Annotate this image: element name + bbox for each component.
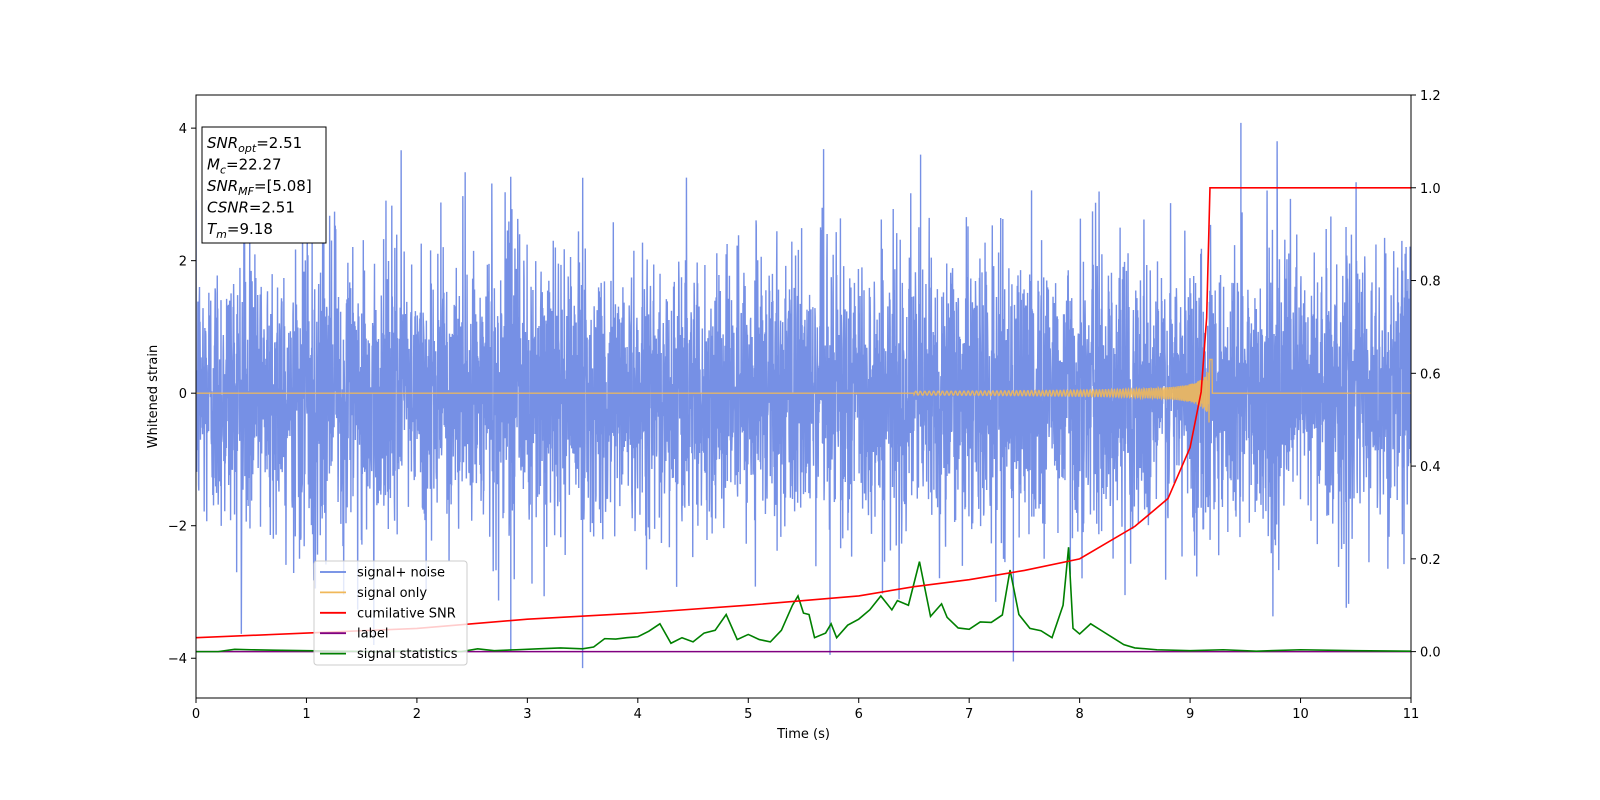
series-layer — [196, 122, 1411, 669]
y-tick-label: −2 — [168, 520, 187, 535]
x-axis-label: Time (s) — [776, 727, 830, 742]
x-tick-label: 3 — [523, 707, 531, 722]
legend: signal+ noise signal only cumilative SNR la… — [313, 560, 468, 666]
y2-tick-label: 0.0 — [1420, 646, 1441, 661]
info-line: CSNR=2.51 — [207, 199, 295, 217]
x-tick-label: 4 — [634, 707, 642, 722]
info-box-frame — [201, 126, 327, 244]
x-tick-label: 9 — [1186, 707, 1194, 722]
y-tick-label: 2 — [179, 255, 187, 270]
signal-noise-line — [196, 122, 1411, 669]
info-line: Tm=9.18 — [207, 220, 273, 241]
legend-entry: signal only — [357, 586, 427, 601]
cumulative-snr-line — [196, 186, 1411, 639]
x-tick-label: 6 — [855, 707, 863, 722]
signal-statistics-line — [196, 547, 1411, 653]
y-tick-label: 4 — [179, 122, 187, 137]
y2-tick-label: 0.2 — [1420, 553, 1441, 568]
info-line: SNRopt=2.51 — [207, 134, 302, 155]
info-line: SNRMF=[5.08] — [207, 177, 312, 198]
y-axis-label: Whitened strain — [146, 345, 161, 448]
legend-entry: signal+ noise — [357, 566, 445, 581]
x-tick-label: 11 — [1403, 707, 1420, 722]
y2-tick-label: 0.6 — [1420, 367, 1441, 382]
x-tick-label: 10 — [1292, 707, 1309, 722]
legend-entry: signal statistics — [357, 647, 458, 662]
y2-tick-label: 0.4 — [1420, 460, 1441, 475]
x-tick-label: 2 — [413, 707, 421, 722]
y-tick-label: −4 — [168, 652, 187, 667]
info-line: Mc=22.27 — [207, 156, 282, 177]
x-tick-label: 7 — [965, 707, 973, 722]
y-tick-label: 0 — [179, 387, 187, 402]
legend-frame — [313, 560, 468, 666]
signal-only-line — [196, 358, 1411, 423]
x-tick-label: 8 — [1075, 707, 1083, 722]
y2-tick-label: 0.8 — [1420, 275, 1441, 290]
x-tick-label: 5 — [744, 707, 752, 722]
y2-tick-label: 1.2 — [1420, 89, 1441, 104]
info-box: SNRopt=2.51Mc=22.27SNRMF=[5.08]CSNR=2.51… — [201, 126, 327, 244]
plot-frame — [195, 94, 1412, 699]
y2-tick-label: 1.0 — [1420, 182, 1441, 197]
x-tick-label: 1 — [302, 707, 310, 722]
legend-entry: cumilative SNR — [357, 606, 456, 621]
ticks-layer: 0 1 2 3 4 5 6 7 8 9 10 11 −4 −2 0 2 4 0.0 0.2 0.4 0.6 0.8 1.0 1… — [168, 89, 1441, 722]
legend-entry: label — [357, 627, 388, 642]
x-tick-label: 0 — [192, 707, 200, 722]
